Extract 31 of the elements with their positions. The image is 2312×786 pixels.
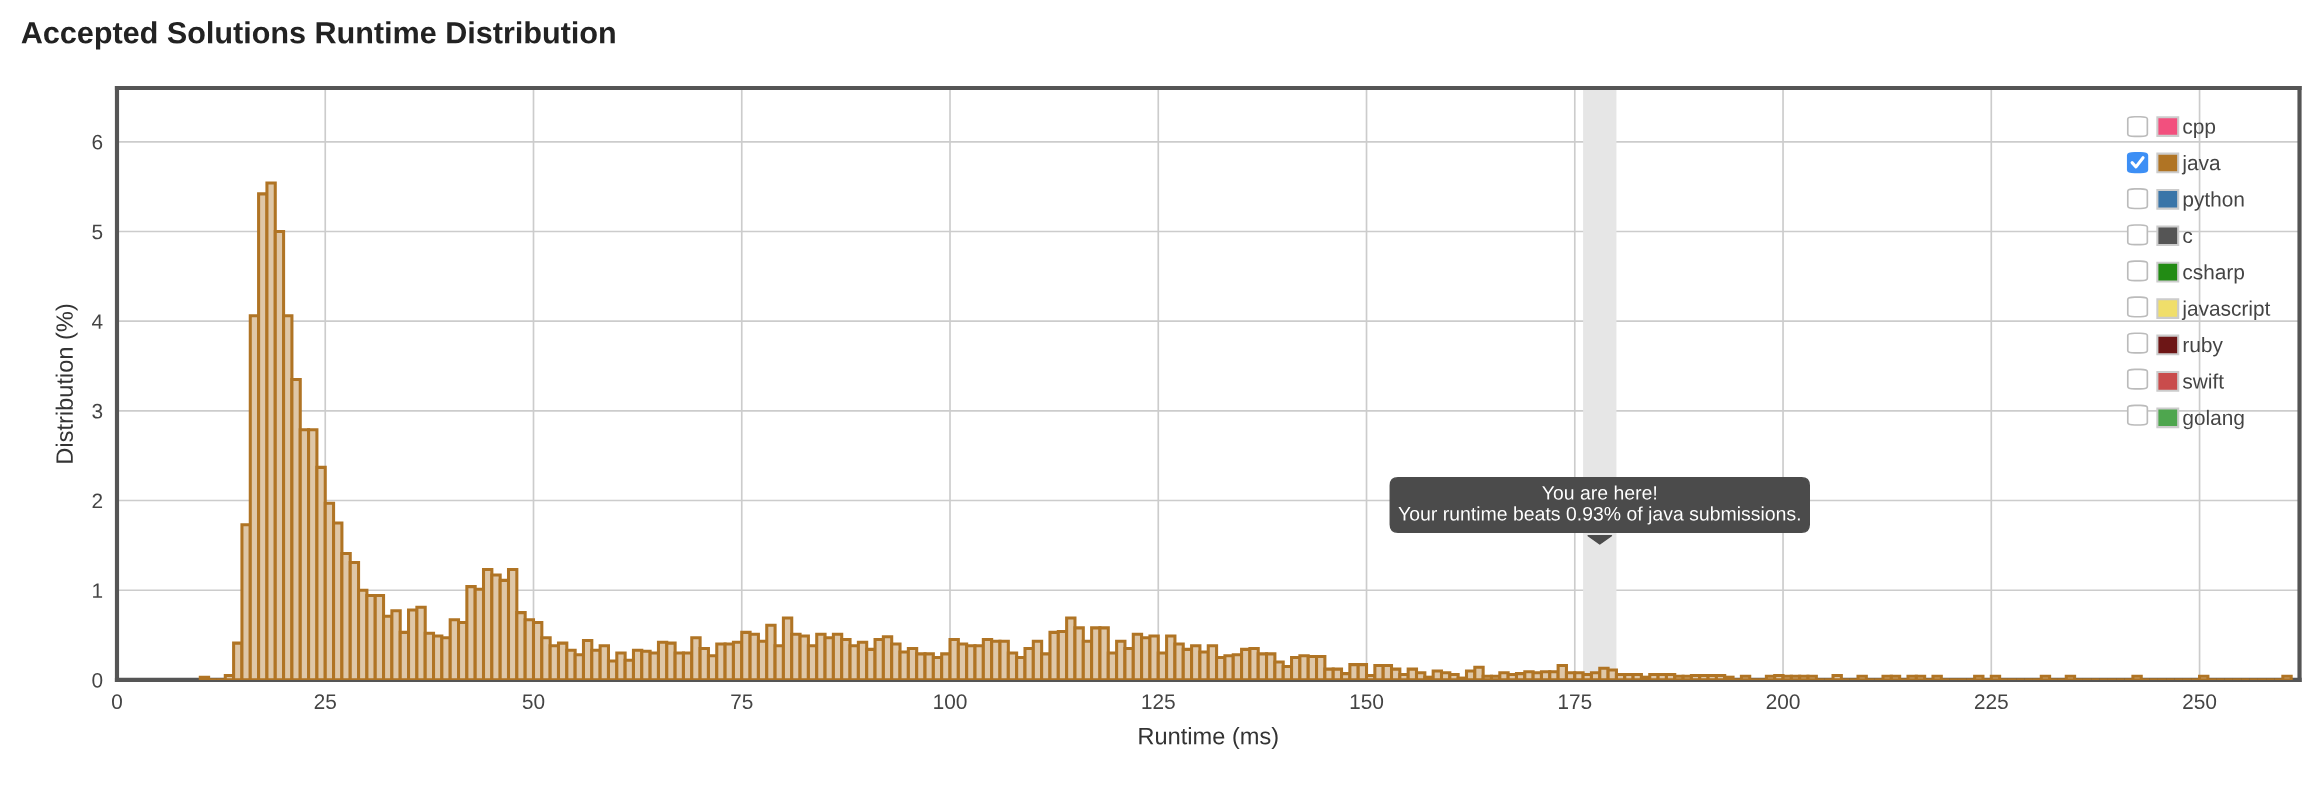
x-tick-label: 0	[112, 694, 122, 710]
legend-label: swift	[2182, 373, 2224, 389]
x-tick-label: 50	[522, 694, 545, 710]
chart-title: Accepted Solutions Runtime Distribution	[21, 21, 615, 50]
legend-label: golang	[2183, 409, 2244, 430]
y-tick-label: 4	[91, 314, 103, 329]
x-tick-label: 250	[2183, 694, 2217, 710]
x-tick-label: 25	[314, 694, 336, 710]
legend-label: cpp	[2183, 122, 2216, 138]
y-tick-label: 0	[92, 672, 103, 688]
annotation: You are here! Your runtime beats 0.93% of java submissions.	[1398, 485, 1800, 525]
y-tick-label: 6	[92, 134, 103, 150]
legend-label: csharp	[2183, 264, 2245, 284]
y-tick-label: 5	[92, 224, 103, 240]
x-tick-label: 75	[731, 694, 753, 710]
y-tick-label: 2	[92, 493, 103, 509]
x-tick-label: 150	[1350, 694, 1384, 710]
y-axis-title: Distribution (%)	[55, 304, 78, 463]
legend-label: javascript	[2181, 300, 2271, 321]
legend-label: python	[2183, 191, 2244, 211]
y-tick-label: 3	[92, 403, 103, 419]
x-tick-label: 175	[1558, 694, 1592, 710]
x-tick-label: 100	[934, 694, 967, 710]
legend-label: c	[2183, 231, 2193, 244]
legend-label: java	[2181, 154, 2221, 175]
x-axis-title: Runtime (ms)	[1139, 727, 1278, 750]
x-tick-label: 200	[1766, 694, 1800, 710]
y-tick-label: 1	[93, 583, 103, 598]
x-tick-label: 225	[1974, 694, 2008, 710]
x-tick-label: 125	[1142, 694, 1175, 710]
legend-label: ruby	[2183, 337, 2223, 357]
